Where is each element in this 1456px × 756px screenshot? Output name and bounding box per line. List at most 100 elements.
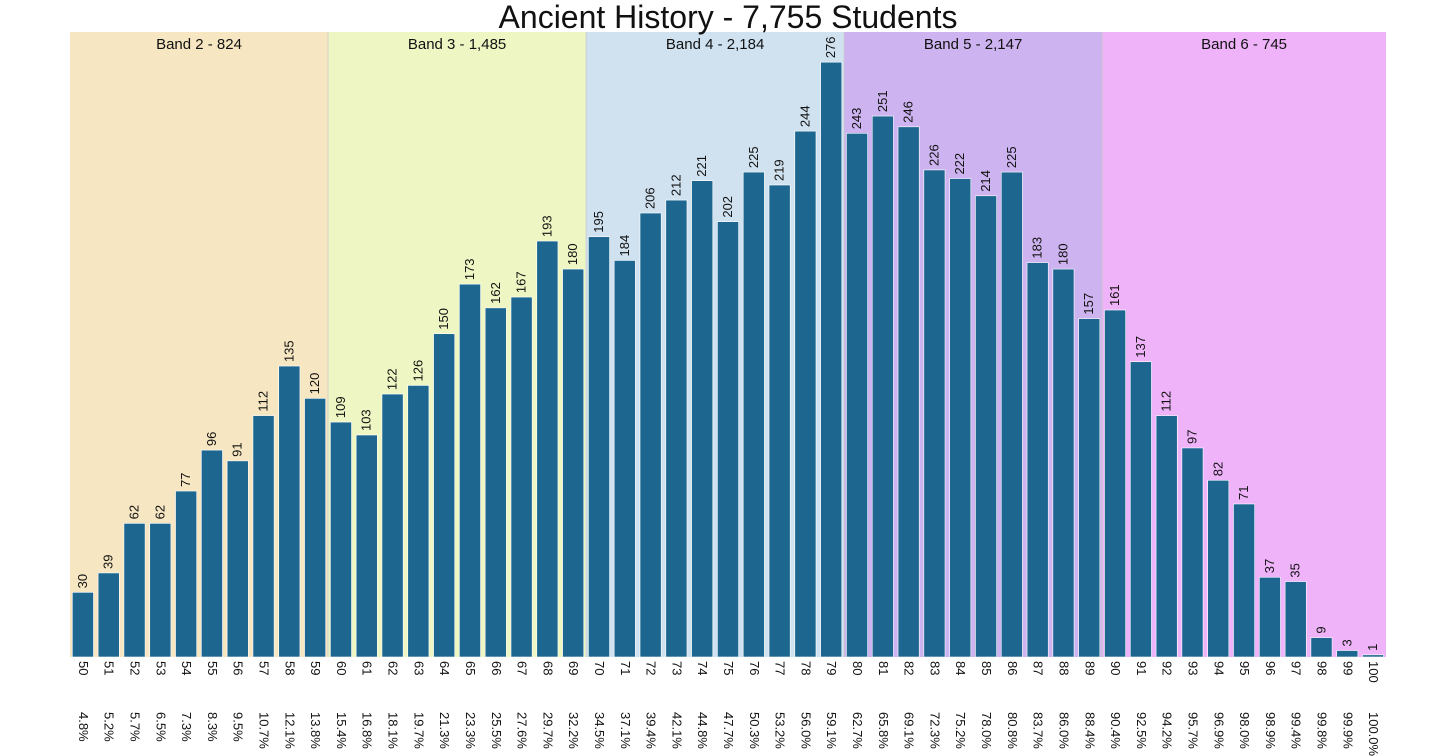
- chart-title: Ancient History - 7,755 Students: [499, 0, 958, 35]
- bar-value-label: 120: [307, 373, 322, 395]
- bar: [1181, 447, 1204, 658]
- bar-value-label: 276: [823, 36, 838, 58]
- bar-value-label: 183: [1030, 237, 1045, 259]
- bar-value-label: 219: [772, 159, 787, 181]
- bar: [588, 236, 610, 658]
- percentile-label: 96.9%: [1211, 712, 1226, 749]
- percentile-label: 69.1%: [902, 712, 917, 749]
- bar: [536, 240, 559, 658]
- x-tick-label: 88: [1056, 661, 1071, 675]
- x-tick-label: 79: [824, 661, 839, 675]
- bar-value-label: 206: [643, 187, 658, 209]
- percentile-label: 92.5%: [1134, 712, 1149, 749]
- bar-value-label: 180: [565, 243, 580, 265]
- x-tick-label: 96: [1263, 661, 1278, 675]
- percentile-label: 4.8%: [76, 712, 91, 742]
- percentile-label: 18.1%: [386, 712, 401, 749]
- percentile-label: 62.7%: [850, 712, 865, 749]
- band-label: Band 5 - 2,147: [924, 36, 1022, 53]
- x-tick-labels: 50 51 52 53 54 55 56 57 58 59 60 61 62 63 64 65 66 67 68 69…: [76, 661, 1381, 683]
- percentile-label: 99.4%: [1289, 712, 1304, 749]
- bar: [1104, 309, 1126, 658]
- percentile-label: 88.4%: [1082, 712, 1097, 749]
- x-tick-label: 58: [282, 661, 297, 675]
- bar-value-label: 82: [1210, 462, 1225, 476]
- x-tick-label: 87: [1031, 661, 1046, 675]
- bar-value-label: 122: [385, 368, 400, 390]
- bars: [72, 61, 1384, 658]
- x-tick-label: 68: [540, 661, 555, 675]
- bar: [355, 434, 378, 658]
- percentile-label: 75.2%: [953, 712, 968, 749]
- bar: [433, 333, 456, 658]
- percentile-label: 25.5%: [489, 712, 504, 749]
- x-tick-label: 93: [1185, 661, 1200, 675]
- bar-value-label: 193: [539, 215, 554, 237]
- x-tick-label: 50: [76, 661, 91, 675]
- bar: [1155, 415, 1178, 658]
- percentile-label: 47.7%: [721, 712, 736, 749]
- bar-value-label: 1: [1365, 644, 1380, 651]
- bar: [278, 365, 301, 658]
- bar: [897, 126, 920, 658]
- x-tick-label: 56: [231, 661, 246, 675]
- percentile-label: 10.7%: [257, 712, 272, 749]
- percentile-label: 98.9%: [1263, 712, 1278, 749]
- bar: [175, 490, 197, 658]
- band-label: Band 4 - 2,184: [666, 36, 764, 53]
- bar-value-label: 212: [668, 174, 683, 196]
- bar-value-label: 150: [436, 308, 451, 330]
- x-tick-label: 69: [566, 661, 581, 675]
- bar-value-label: 30: [75, 574, 90, 588]
- x-tick-label: 90: [1108, 661, 1123, 675]
- percentile-label: 56.0%: [798, 712, 813, 749]
- bar: [381, 393, 404, 658]
- bar: [201, 449, 223, 658]
- x-tick-label: 94: [1211, 661, 1226, 675]
- x-tick-label: 78: [798, 661, 813, 675]
- bar-value-label: 112: [1159, 391, 1174, 412]
- bar-value-label: 62: [127, 505, 142, 519]
- bar: [742, 171, 765, 658]
- bar: [1259, 576, 1281, 658]
- bar: [949, 178, 972, 658]
- x-tick-label: 70: [592, 661, 607, 675]
- x-tick-label: 98: [1314, 661, 1329, 675]
- bar-value-label: 244: [797, 105, 812, 127]
- x-tick-label: 52: [128, 661, 143, 675]
- percentile-label: 83.7%: [1031, 712, 1046, 749]
- bar-value-label: 161: [1107, 284, 1122, 306]
- bar-value-label: 195: [591, 211, 606, 233]
- bar-value-label: 137: [1133, 336, 1148, 358]
- percentile-label: 95.7%: [1185, 712, 1200, 749]
- percentile-label: 90.4%: [1108, 712, 1123, 749]
- x-tick-label: 77: [773, 661, 788, 675]
- bar-value-label: 222: [952, 153, 967, 175]
- bar-value-label: 225: [1004, 146, 1019, 168]
- x-tick-label: 67: [515, 661, 530, 675]
- x-tick-label: 82: [902, 661, 917, 675]
- bar-value-label: 3: [1339, 639, 1354, 646]
- band-label: Band 2 - 824: [156, 36, 242, 53]
- x-tick-label: 75: [721, 661, 736, 675]
- band-label: Band 3 - 1,485: [408, 36, 506, 53]
- bar-value-label: 162: [488, 282, 503, 304]
- x-tick-label: 66: [489, 661, 504, 675]
- x-tick-label: 71: [618, 661, 633, 675]
- x-tick-label: 73: [669, 661, 684, 675]
- percentile-label: 7.3%: [179, 712, 194, 742]
- percentile-label: 72.3%: [927, 712, 942, 749]
- percentile-label: 9.5%: [231, 712, 246, 742]
- percentile-label: 99.8%: [1314, 712, 1329, 749]
- bar-value-label: 173: [462, 258, 477, 280]
- x-tick-label: 83: [927, 661, 942, 675]
- x-tick-label: 60: [334, 661, 349, 675]
- percentile-label: 29.7%: [540, 712, 555, 749]
- bar-value-label: 157: [1081, 293, 1096, 315]
- bar-value-label: 37: [1262, 559, 1277, 573]
- x-tick-label: 65: [463, 661, 478, 675]
- percentile-label: 50.3%: [747, 712, 762, 749]
- percentile-label: 78.0%: [979, 712, 994, 749]
- bar: [665, 199, 688, 658]
